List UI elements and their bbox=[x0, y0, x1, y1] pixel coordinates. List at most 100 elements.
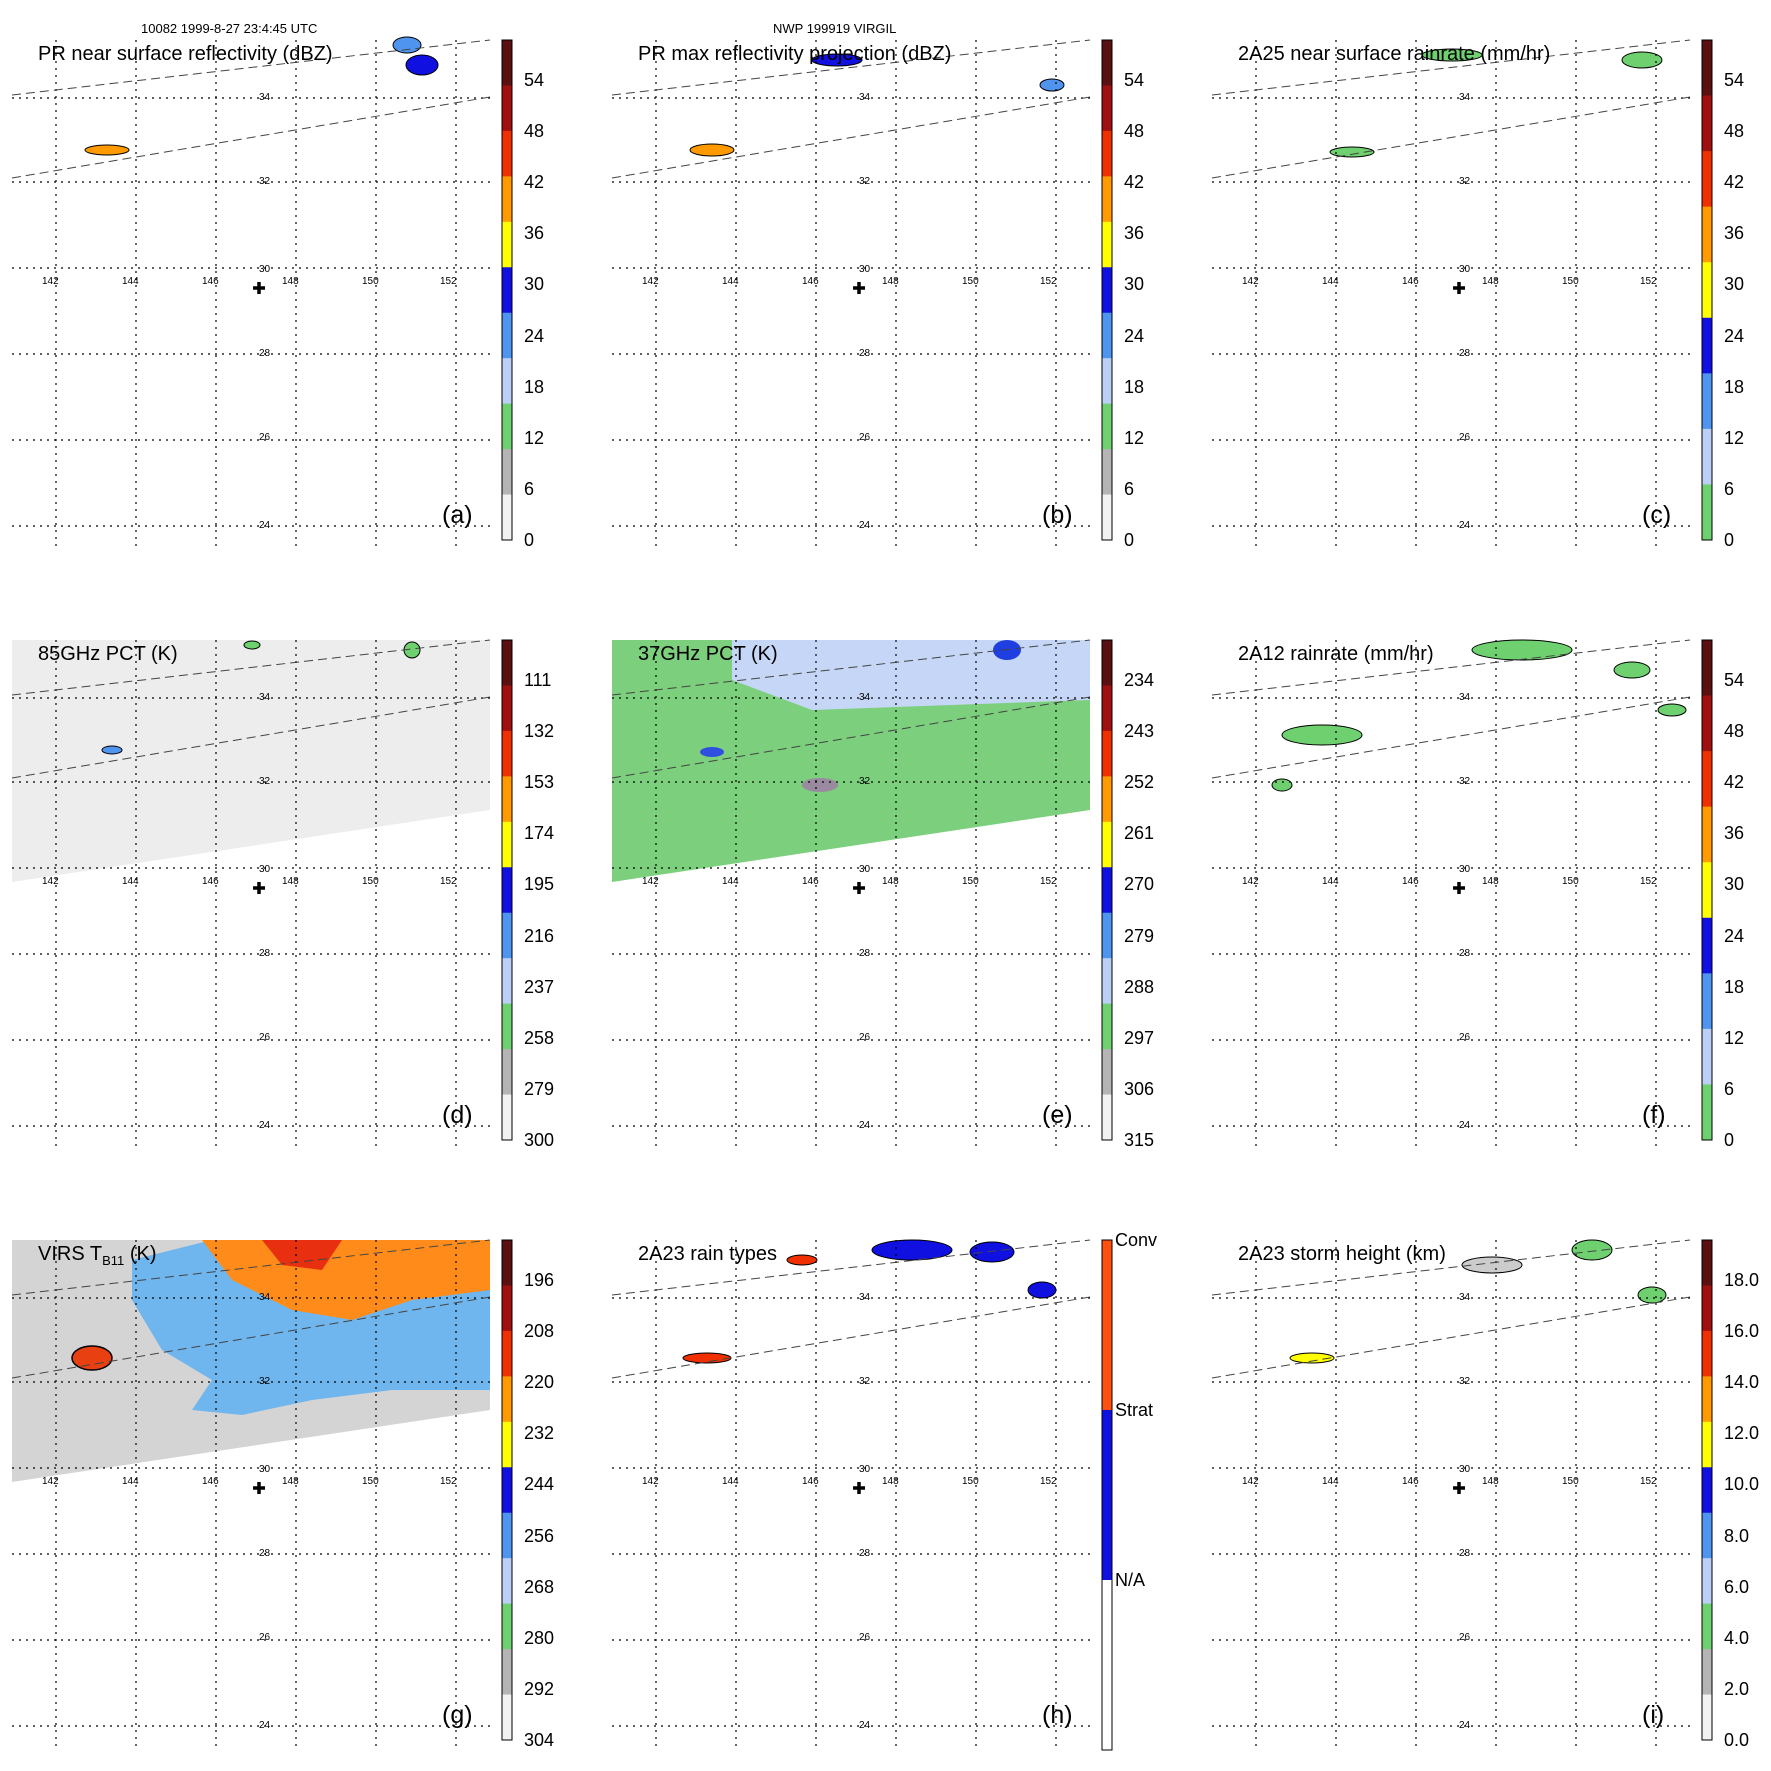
echo-feature bbox=[1613, 661, 1651, 679]
colorbar-tick-label: 30 bbox=[524, 274, 545, 295]
colorbar-segment bbox=[502, 1003, 512, 1050]
title-subscript: B11 bbox=[102, 1253, 125, 1268]
latitude-tick-label: 34 bbox=[1459, 692, 1471, 703]
echo-feature bbox=[1289, 1352, 1335, 1364]
colorbar-tick-label: 18 bbox=[1724, 376, 1745, 397]
latitude-tick-label: 32 bbox=[1459, 776, 1471, 787]
latitude-tick-label: 26 bbox=[1459, 1032, 1471, 1043]
panel-title: 2A25 near surface rainrate (mm/hr) bbox=[1238, 43, 1551, 65]
colorbar-segment bbox=[502, 730, 512, 777]
longitude-tick-label: 152 bbox=[1640, 1476, 1657, 1487]
longitude-tick-label: 146 bbox=[802, 276, 819, 287]
latitude-tick-label: 34 bbox=[859, 92, 871, 103]
latitude-tick-label: 34 bbox=[1459, 92, 1471, 103]
colorbar-tick-label: 48 bbox=[1724, 721, 1745, 742]
colorbar-segment bbox=[1102, 358, 1112, 405]
colorbar-segment bbox=[1102, 821, 1112, 868]
longitude-tick-label: 152 bbox=[1040, 876, 1057, 887]
colorbar-tick-label: 42 bbox=[1724, 172, 1745, 193]
colorbar-segment bbox=[502, 176, 512, 223]
panel-e bbox=[611, 639, 1091, 1150]
echo-feature bbox=[101, 745, 123, 755]
colorbar-tick-label: 24 bbox=[1724, 925, 1745, 946]
longitude-tick-label: 142 bbox=[642, 876, 659, 887]
colorbar-segment bbox=[502, 1467, 512, 1514]
longitude-tick-label: 150 bbox=[362, 1476, 379, 1487]
latitude-tick-label: 30 bbox=[859, 864, 871, 875]
longitude-tick-label: 144 bbox=[122, 276, 139, 287]
longitude-tick-label: 150 bbox=[1562, 1476, 1579, 1487]
latitude-tick-label: 26 bbox=[859, 1632, 871, 1643]
colorbar-tick-label: Conv bbox=[1115, 1230, 1158, 1250]
colorbar-tick-label: 232 bbox=[524, 1423, 555, 1444]
latitude-tick-label: 32 bbox=[859, 776, 871, 787]
colorbar-tick-label: 288 bbox=[1124, 976, 1155, 997]
longitude-tick-label: 144 bbox=[122, 1476, 139, 1487]
colorbar-tick-label: 30 bbox=[1724, 274, 1745, 295]
colorbar-segment bbox=[502, 40, 512, 86]
colorbar-tick-label: 216 bbox=[524, 925, 555, 946]
swath-edge-south bbox=[611, 96, 1091, 179]
latitude-tick-label: 24 bbox=[859, 520, 871, 531]
longitude-tick-label: 144 bbox=[722, 276, 739, 287]
colorbar-segment bbox=[502, 685, 512, 732]
panel-a bbox=[11, 36, 491, 550]
latitude-tick-label: 32 bbox=[859, 1376, 871, 1387]
colorbar-segment bbox=[502, 1558, 512, 1605]
colorbar-segment bbox=[1702, 1512, 1712, 1559]
colorbar-tick-label: 12 bbox=[524, 427, 545, 448]
longitude-tick-label: 144 bbox=[122, 876, 139, 887]
swath-edge-south bbox=[1211, 96, 1691, 179]
swath-edge-north bbox=[1211, 1239, 1691, 1296]
swath-edge-north bbox=[1211, 39, 1691, 96]
swath-edge-north bbox=[611, 1239, 1091, 1296]
colorbar-tick-label: 174 bbox=[524, 823, 555, 844]
longitude-tick-label: 142 bbox=[642, 276, 659, 287]
swath-edge-south bbox=[1211, 696, 1691, 779]
longitude-tick-label: 146 bbox=[1402, 1476, 1419, 1487]
colorbar-tick-label: 258 bbox=[524, 1027, 555, 1048]
storm-center-marker bbox=[1453, 282, 1465, 294]
colorbar-strat bbox=[1102, 1410, 1112, 1580]
storm-center-marker bbox=[1453, 882, 1465, 894]
colorbar-segment bbox=[1102, 267, 1112, 314]
colorbar-frame bbox=[1101, 1239, 1113, 1751]
latitude-tick-label: 24 bbox=[859, 1120, 871, 1131]
colorbar-segment bbox=[502, 1240, 512, 1286]
latitude-tick-label: 32 bbox=[259, 1376, 271, 1387]
colorbar-segment bbox=[1102, 403, 1112, 450]
colorbar-tick-label: 270 bbox=[1124, 874, 1155, 895]
colorbar-conv bbox=[1102, 1240, 1112, 1410]
colorbar-segment bbox=[1702, 973, 1712, 1030]
colorbar-tick-label: 153 bbox=[524, 772, 555, 793]
colorbar-tick-label: 0 bbox=[1724, 530, 1735, 550]
longitude-tick-label: 144 bbox=[1322, 276, 1339, 287]
latitude-tick-label: 34 bbox=[859, 692, 871, 703]
colorbar-tick-label: 279 bbox=[524, 1078, 555, 1099]
colorbar-segment bbox=[1702, 1558, 1712, 1605]
colorbar-segment bbox=[1702, 1376, 1712, 1423]
longitude-tick-label: 142 bbox=[1242, 276, 1259, 287]
colorbar-tick-label: 315 bbox=[1124, 1130, 1155, 1150]
colorbar-segment bbox=[1702, 1694, 1712, 1741]
colorbar-tick-label: 54 bbox=[1124, 70, 1145, 90]
longitude-tick-label: 152 bbox=[440, 1476, 457, 1487]
colorbar-tick-label: 208 bbox=[524, 1321, 555, 1342]
colorbar-tick-label: 111 bbox=[524, 670, 552, 690]
colorbar-tick-label: 42 bbox=[524, 172, 545, 193]
colorbar-segment bbox=[1702, 1467, 1712, 1514]
latitude-tick-label: 30 bbox=[859, 264, 871, 275]
colorbar-segment bbox=[502, 1603, 512, 1650]
swath-edge-north bbox=[11, 1239, 491, 1296]
colorbar-segment bbox=[502, 1512, 512, 1559]
longitude-tick-label: 146 bbox=[1402, 276, 1419, 287]
colorbar-tick-label: 243 bbox=[1124, 721, 1155, 742]
colorbar-frame bbox=[501, 1239, 513, 1741]
virs-coldest-tops bbox=[262, 1240, 342, 1270]
colorbar-segment bbox=[1702, 640, 1712, 697]
longitude-tick-label: 150 bbox=[962, 276, 979, 287]
colorbar-segment bbox=[1102, 312, 1112, 359]
echo-feature bbox=[1621, 51, 1663, 69]
echo-feature bbox=[1637, 1286, 1667, 1304]
